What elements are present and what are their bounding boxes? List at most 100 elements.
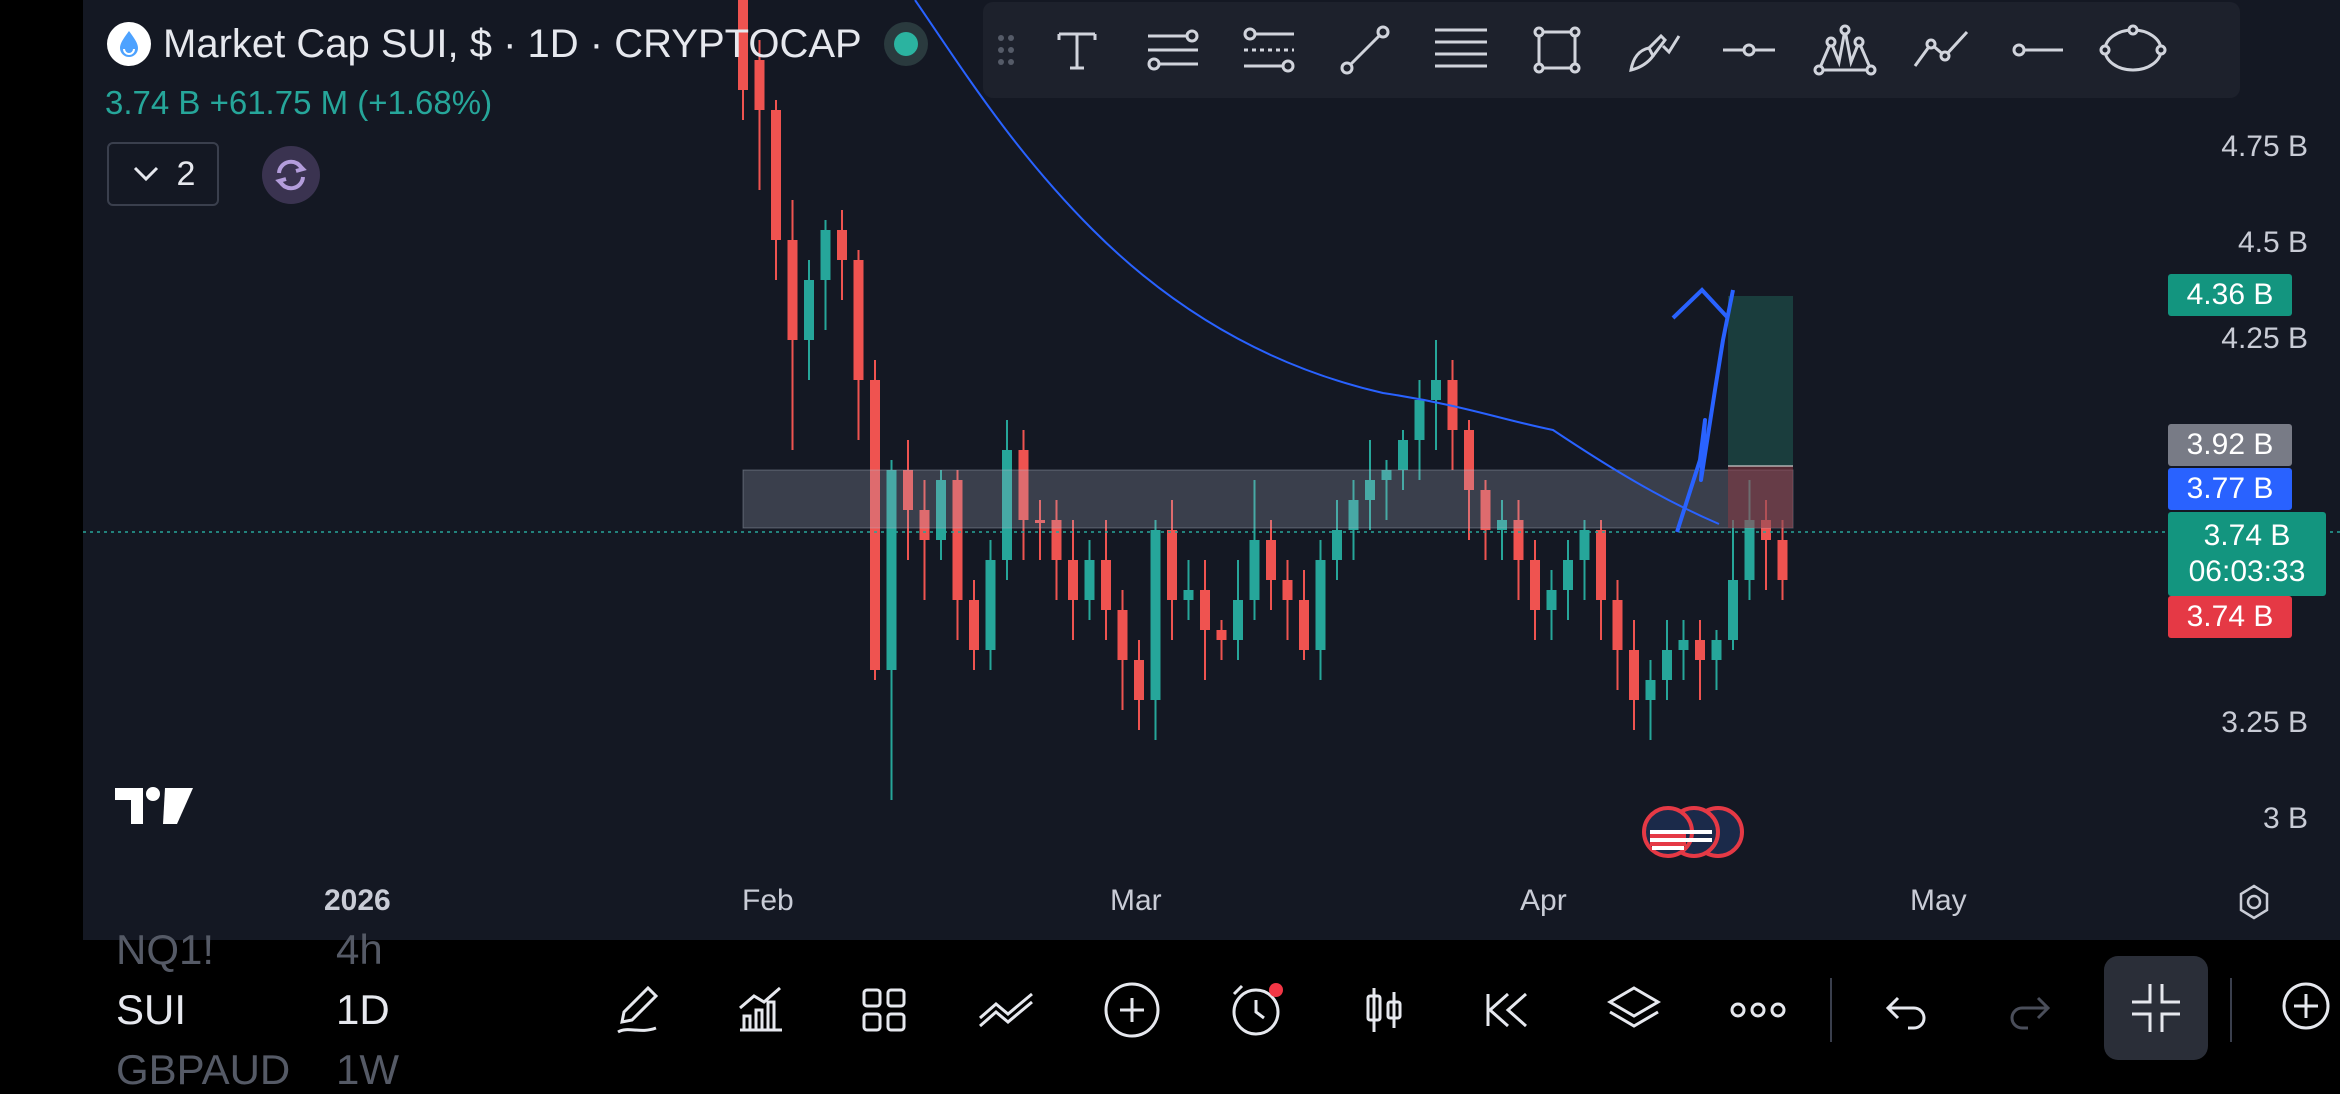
candle-body[interactable]: [1761, 520, 1771, 540]
horizontal-line-tool-icon[interactable]: [1989, 2, 2085, 98]
brush-tool-icon[interactable]: [1605, 2, 1701, 98]
refresh-button[interactable]: [262, 146, 320, 204]
candle-body[interactable]: [1480, 490, 1491, 530]
candle-body[interactable]: [853, 260, 864, 380]
candle-body[interactable]: [1546, 590, 1557, 610]
add-watchlist-icon[interactable]: [2262, 970, 2340, 1050]
projection-arrow[interactable]: [1675, 289, 1735, 533]
chart-area[interactable]: [83, 0, 2340, 940]
fib-retracement-tool-icon[interactable]: [1413, 2, 1509, 98]
candle-body[interactable]: [952, 480, 963, 600]
parallel-channel-tool-icon[interactable]: [1125, 2, 1221, 98]
candle-body[interactable]: [1596, 530, 1606, 600]
candle-body[interactable]: [1711, 640, 1722, 660]
compare-icon[interactable]: [968, 970, 1048, 1050]
candle-body[interactable]: [1629, 650, 1639, 700]
text-tool-icon[interactable]: [1029, 2, 1125, 98]
candle-body[interactable]: [1381, 470, 1392, 480]
candle-body[interactable]: [1249, 540, 1260, 600]
candle-body[interactable]: [787, 240, 798, 340]
candle-body[interactable]: [1513, 520, 1524, 560]
indicators-collapse-button[interactable]: 2: [107, 142, 219, 206]
exit-fullscreen-button[interactable]: [2104, 956, 2208, 1060]
candle-body[interactable]: [1348, 500, 1359, 530]
market-status-icon[interactable]: [883, 22, 928, 66]
candle-body[interactable]: [1744, 520, 1755, 580]
candle-body[interactable]: [1612, 600, 1623, 650]
candle-body[interactable]: [1315, 560, 1326, 650]
candle-body[interactable]: [1018, 450, 1029, 520]
alert-icon[interactable]: [1216, 970, 1296, 1050]
candle-body[interactable]: [1431, 380, 1441, 400]
candle-body[interactable]: [1728, 580, 1738, 640]
candle-body[interactable]: [804, 280, 814, 340]
indicators-icon[interactable]: [720, 970, 800, 1050]
drawing-pen-icon[interactable]: [598, 970, 678, 1050]
candle-body[interactable]: [837, 230, 847, 260]
candle-body[interactable]: [1662, 650, 1672, 680]
chart-canvas[interactable]: [83, 0, 2340, 940]
chart-type-icon[interactable]: [1344, 970, 1424, 1050]
layers-icon[interactable]: [1594, 970, 1674, 1050]
position-stop-zone[interactable]: [1728, 466, 1793, 528]
redo-icon[interactable]: [1990, 970, 2070, 1050]
candle-body[interactable]: [1282, 580, 1293, 600]
symbol-title[interactable]: Market Cap SUI, $ · 1D · CRYPTOCAP: [163, 21, 862, 66]
drag-handle-icon[interactable]: [983, 2, 1029, 98]
consolidation-zone[interactable]: [742, 469, 1794, 529]
candle-body[interactable]: [1051, 520, 1062, 560]
candle-body[interactable]: [903, 470, 913, 510]
economic-events-icon[interactable]: [1636, 804, 1746, 865]
undo-icon[interactable]: [1866, 970, 1946, 1050]
candle-body[interactable]: [1332, 530, 1342, 560]
candle-body[interactable]: [1497, 520, 1507, 530]
horizontal-ray-tool-icon[interactable]: [1701, 2, 1797, 98]
candle-body[interactable]: [919, 510, 930, 540]
candle-body[interactable]: [886, 470, 897, 670]
candle-body[interactable]: [1134, 660, 1144, 700]
candle-body[interactable]: [1084, 560, 1095, 600]
regression-trend-tool-icon[interactable]: [1221, 2, 1317, 98]
candle-body[interactable]: [1695, 640, 1705, 660]
candle-body[interactable]: [1200, 590, 1210, 630]
candle-body[interactable]: [1233, 600, 1243, 640]
candle-body[interactable]: [1035, 520, 1045, 523]
candle-body[interactable]: [1299, 600, 1309, 650]
candle-body[interactable]: [1678, 640, 1689, 650]
candle-body[interactable]: [1216, 630, 1227, 640]
watchlist-symbol-active[interactable]: SUI: [116, 986, 187, 1033]
layout-grid-icon[interactable]: [844, 970, 924, 1050]
moving-average-line[interactable]: [914, 0, 1720, 525]
candle-body[interactable]: [1530, 560, 1540, 610]
candle-body[interactable]: [1183, 590, 1194, 600]
candle-body[interactable]: [1777, 540, 1788, 580]
add-icon[interactable]: [1092, 970, 1172, 1050]
settings-gear-icon[interactable]: [2236, 884, 2272, 925]
candle-body[interactable]: [985, 560, 996, 650]
candle-body[interactable]: [1563, 560, 1573, 590]
candle-body[interactable]: [1266, 540, 1276, 580]
candle-body[interactable]: [969, 600, 979, 650]
candle-body[interactable]: [1365, 480, 1375, 500]
watchlist-symbol[interactable]: NQ1!: [116, 926, 215, 973]
candle-body[interactable]: [1101, 560, 1111, 610]
symbol-header[interactable]: Market Cap SUI, $ · 1D · CRYPTOCAP: [107, 18, 928, 70]
candle-body[interactable]: [754, 60, 765, 110]
candle-body[interactable]: [1117, 610, 1128, 660]
drawing-toolbar[interactable]: [983, 2, 2240, 98]
candle-body[interactable]: [820, 230, 831, 280]
more-icon[interactable]: [1718, 970, 1798, 1050]
trend-line-tool-icon[interactable]: [1317, 2, 1413, 98]
candle-body[interactable]: [1068, 560, 1078, 600]
candle-body[interactable]: [1645, 680, 1656, 700]
candle-body[interactable]: [738, 0, 748, 90]
candle-body[interactable]: [771, 110, 781, 240]
candle-body[interactable]: [1167, 530, 1177, 600]
candle-body[interactable]: [870, 380, 880, 670]
candle-body[interactable]: [1398, 440, 1408, 470]
candle-body[interactable]: [1464, 430, 1474, 490]
rectangle-tool-icon[interactable]: [1509, 2, 1605, 98]
candle-body[interactable]: [1150, 530, 1161, 700]
ellipse-tool-icon[interactable]: [2085, 2, 2181, 98]
watchlist-symbol[interactable]: GBPAUD: [116, 1046, 291, 1093]
